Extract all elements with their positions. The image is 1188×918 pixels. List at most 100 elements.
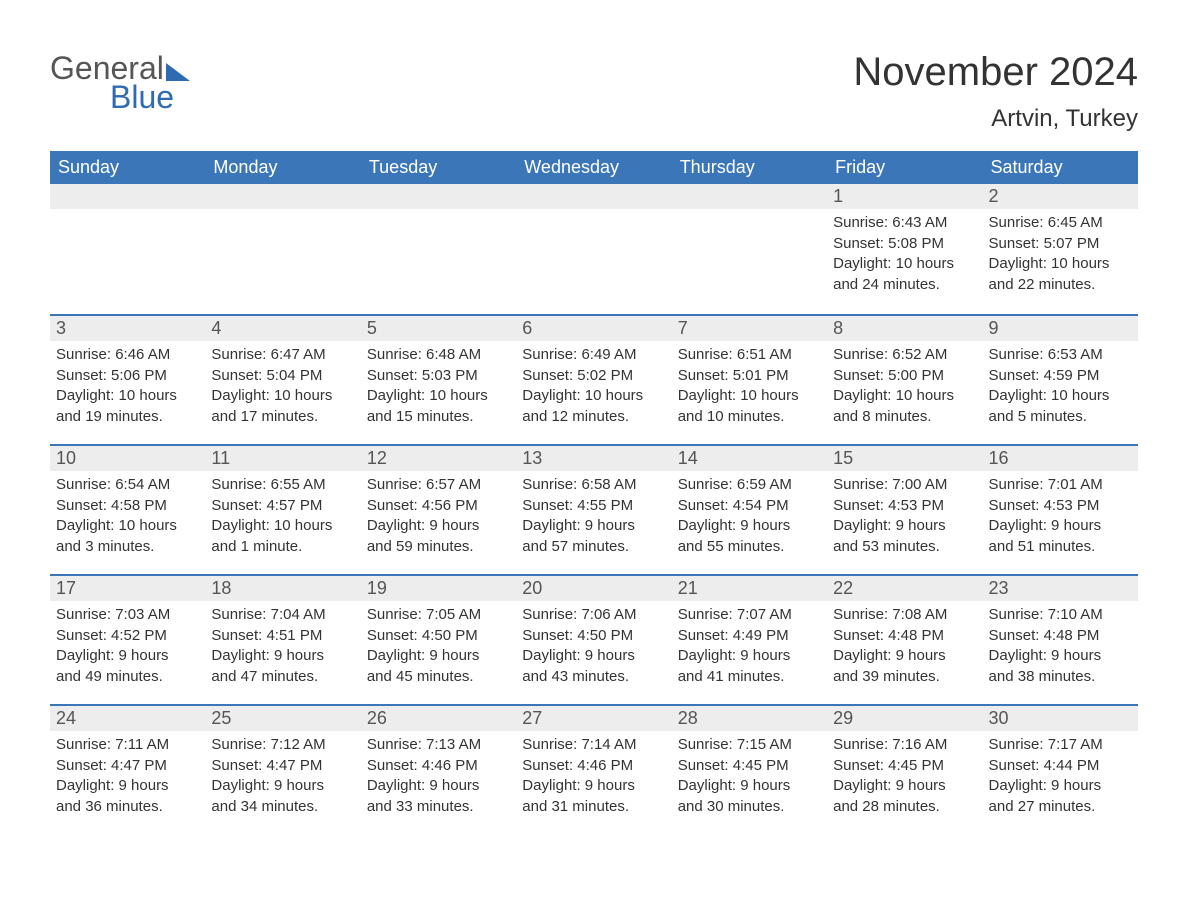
day-d2: and 51 minutes. (989, 537, 1132, 557)
day-content: Sunrise: 6:49 AMSunset: 5:02 PMDaylight:… (516, 341, 671, 431)
day-sunrise: Sunrise: 6:47 AM (211, 345, 354, 365)
empty-day (205, 184, 360, 209)
day-cell: 22Sunrise: 7:08 AMSunset: 4:48 PMDayligh… (827, 576, 982, 704)
day-sunrise: Sunrise: 6:54 AM (56, 475, 199, 495)
day-d2: and 8 minutes. (833, 407, 976, 427)
weekday-monday: Monday (205, 151, 360, 184)
empty-day (50, 184, 205, 209)
day-sunset: Sunset: 4:45 PM (678, 756, 821, 776)
day-content: Sunrise: 6:46 AMSunset: 5:06 PMDaylight:… (50, 341, 205, 431)
day-d1: Daylight: 9 hours (522, 776, 665, 796)
day-d1: Daylight: 9 hours (678, 516, 821, 536)
day-sunrise: Sunrise: 6:57 AM (367, 475, 510, 495)
day-d1: Daylight: 10 hours (522, 386, 665, 406)
day-number: 30 (983, 706, 1138, 731)
day-d1: Daylight: 10 hours (833, 254, 976, 274)
day-number: 24 (50, 706, 205, 731)
day-sunrise: Sunrise: 7:05 AM (367, 605, 510, 625)
day-sunrise: Sunrise: 7:08 AM (833, 605, 976, 625)
day-number: 20 (516, 576, 671, 601)
day-content: Sunrise: 7:03 AMSunset: 4:52 PMDaylight:… (50, 601, 205, 691)
calendar-body: 1Sunrise: 6:43 AMSunset: 5:08 PMDaylight… (50, 184, 1138, 834)
day-sunset: Sunset: 4:59 PM (989, 366, 1132, 386)
day-content: Sunrise: 7:07 AMSunset: 4:49 PMDaylight:… (672, 601, 827, 691)
day-content: Sunrise: 7:05 AMSunset: 4:50 PMDaylight:… (361, 601, 516, 691)
day-cell: 25Sunrise: 7:12 AMSunset: 4:47 PMDayligh… (205, 706, 360, 834)
day-sunrise: Sunrise: 7:06 AM (522, 605, 665, 625)
day-d1: Daylight: 10 hours (211, 386, 354, 406)
day-cell: 19Sunrise: 7:05 AMSunset: 4:50 PMDayligh… (361, 576, 516, 704)
day-cell (672, 184, 827, 314)
day-cell: 1Sunrise: 6:43 AMSunset: 5:08 PMDaylight… (827, 184, 982, 314)
logo-triangle-icon (166, 63, 190, 81)
day-d1: Daylight: 10 hours (367, 386, 510, 406)
day-cell (361, 184, 516, 314)
calendar: Sunday Monday Tuesday Wednesday Thursday… (50, 151, 1138, 834)
day-d1: Daylight: 9 hours (989, 516, 1132, 536)
day-sunrise: Sunrise: 6:53 AM (989, 345, 1132, 365)
day-cell: 30Sunrise: 7:17 AMSunset: 4:44 PMDayligh… (983, 706, 1138, 834)
day-number: 18 (205, 576, 360, 601)
day-content: Sunrise: 6:59 AMSunset: 4:54 PMDaylight:… (672, 471, 827, 561)
day-d1: Daylight: 9 hours (989, 646, 1132, 666)
day-d2: and 12 minutes. (522, 407, 665, 427)
day-number: 27 (516, 706, 671, 731)
day-number: 11 (205, 446, 360, 471)
week-row: 17Sunrise: 7:03 AMSunset: 4:52 PMDayligh… (50, 574, 1138, 704)
day-d1: Daylight: 9 hours (989, 776, 1132, 796)
day-cell: 26Sunrise: 7:13 AMSunset: 4:46 PMDayligh… (361, 706, 516, 834)
day-sunrise: Sunrise: 7:04 AM (211, 605, 354, 625)
day-content: Sunrise: 7:17 AMSunset: 4:44 PMDaylight:… (983, 731, 1138, 821)
day-sunset: Sunset: 5:06 PM (56, 366, 199, 386)
day-d1: Daylight: 9 hours (367, 646, 510, 666)
day-content: Sunrise: 7:15 AMSunset: 4:45 PMDaylight:… (672, 731, 827, 821)
day-d2: and 36 minutes. (56, 797, 199, 817)
day-d1: Daylight: 10 hours (56, 386, 199, 406)
day-sunset: Sunset: 4:49 PM (678, 626, 821, 646)
day-sunset: Sunset: 4:53 PM (989, 496, 1132, 516)
day-content: Sunrise: 7:00 AMSunset: 4:53 PMDaylight:… (827, 471, 982, 561)
location-label: Artvin, Turkey (853, 105, 1138, 133)
day-d2: and 55 minutes. (678, 537, 821, 557)
day-cell: 11Sunrise: 6:55 AMSunset: 4:57 PMDayligh… (205, 446, 360, 574)
day-d1: Daylight: 9 hours (211, 646, 354, 666)
day-number: 1 (827, 184, 982, 209)
day-content: Sunrise: 7:13 AMSunset: 4:46 PMDaylight:… (361, 731, 516, 821)
day-content: Sunrise: 7:11 AMSunset: 4:47 PMDaylight:… (50, 731, 205, 821)
day-d1: Daylight: 9 hours (833, 776, 976, 796)
day-d2: and 10 minutes. (678, 407, 821, 427)
weekday-thursday: Thursday (672, 151, 827, 184)
day-number: 19 (361, 576, 516, 601)
day-d2: and 41 minutes. (678, 667, 821, 687)
week-row: 10Sunrise: 6:54 AMSunset: 4:58 PMDayligh… (50, 444, 1138, 574)
day-sunset: Sunset: 4:54 PM (678, 496, 821, 516)
day-cell (50, 184, 205, 314)
day-cell: 23Sunrise: 7:10 AMSunset: 4:48 PMDayligh… (983, 576, 1138, 704)
day-number: 14 (672, 446, 827, 471)
weekday-tuesday: Tuesday (361, 151, 516, 184)
day-cell: 14Sunrise: 6:59 AMSunset: 4:54 PMDayligh… (672, 446, 827, 574)
day-sunset: Sunset: 4:48 PM (989, 626, 1132, 646)
day-d2: and 38 minutes. (989, 667, 1132, 687)
day-d2: and 30 minutes. (678, 797, 821, 817)
day-sunrise: Sunrise: 6:55 AM (211, 475, 354, 495)
day-d1: Daylight: 9 hours (211, 776, 354, 796)
day-sunset: Sunset: 5:08 PM (833, 234, 976, 254)
day-content: Sunrise: 6:55 AMSunset: 4:57 PMDaylight:… (205, 471, 360, 561)
day-d1: Daylight: 9 hours (522, 646, 665, 666)
day-cell: 8Sunrise: 6:52 AMSunset: 5:00 PMDaylight… (827, 316, 982, 444)
day-d2: and 31 minutes. (522, 797, 665, 817)
day-d1: Daylight: 9 hours (56, 646, 199, 666)
day-cell: 27Sunrise: 7:14 AMSunset: 4:46 PMDayligh… (516, 706, 671, 834)
day-cell (516, 184, 671, 314)
day-content: Sunrise: 6:54 AMSunset: 4:58 PMDaylight:… (50, 471, 205, 561)
weekday-header-row: Sunday Monday Tuesday Wednesday Thursday… (50, 151, 1138, 184)
day-sunset: Sunset: 4:47 PM (56, 756, 199, 776)
day-number: 15 (827, 446, 982, 471)
day-d2: and 3 minutes. (56, 537, 199, 557)
day-content: Sunrise: 7:12 AMSunset: 4:47 PMDaylight:… (205, 731, 360, 821)
day-cell: 4Sunrise: 6:47 AMSunset: 5:04 PMDaylight… (205, 316, 360, 444)
day-d1: Daylight: 9 hours (833, 646, 976, 666)
logo-text-blue: Blue (110, 79, 190, 116)
day-sunrise: Sunrise: 7:12 AM (211, 735, 354, 755)
